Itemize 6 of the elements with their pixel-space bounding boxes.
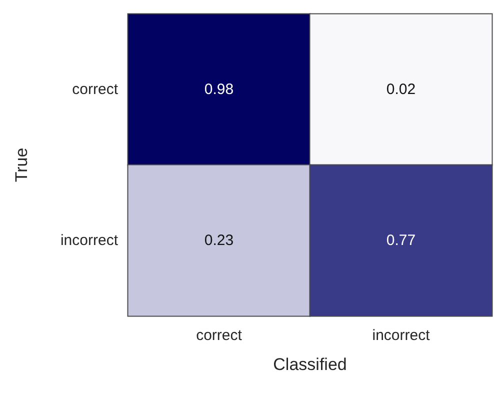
data-label: 0.02 [386, 81, 416, 98]
data-label: 0.23 [204, 232, 234, 249]
y-axis-title: True [12, 148, 31, 182]
data-label: 0.77 [386, 232, 416, 249]
x-axis-title: Classified [273, 355, 347, 374]
data-label: 0.98 [204, 81, 234, 98]
